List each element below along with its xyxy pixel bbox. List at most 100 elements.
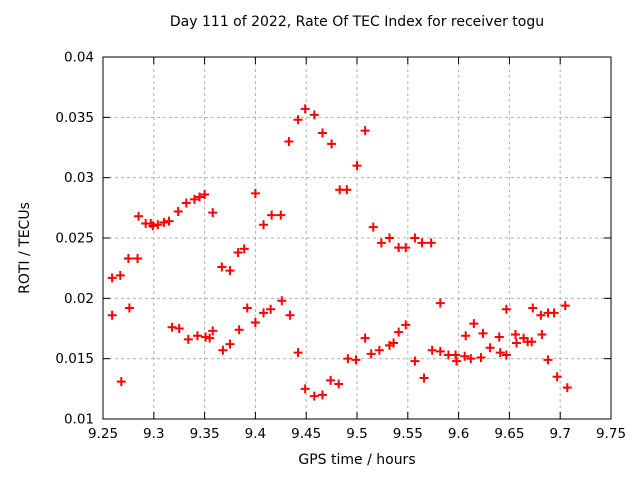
data-point [394, 327, 404, 337]
data-point [266, 304, 276, 314]
y-tick-label: 0.01 [64, 412, 94, 428]
data-point [327, 139, 337, 149]
x-tick-label: 9.25 [88, 426, 118, 442]
y-tick-label: 0.04 [64, 50, 94, 66]
data-point [501, 304, 511, 314]
data-point [536, 310, 546, 320]
data-point [537, 330, 547, 340]
data-point [183, 334, 193, 344]
x-tick-label: 9.35 [190, 426, 220, 442]
data-point [309, 391, 319, 401]
data-point [225, 339, 235, 349]
data-point [485, 343, 495, 353]
data-point [267, 210, 277, 220]
chart-title: Day 111 of 2022, Rate Of TEC Index for r… [169, 14, 545, 30]
data-point [512, 338, 522, 348]
data-point [234, 325, 244, 335]
data-point [107, 310, 117, 320]
data-point [494, 332, 504, 342]
data-point [552, 372, 562, 382]
data-point [435, 346, 445, 356]
x-tick-label: 9.55 [393, 426, 423, 442]
data-point [510, 330, 520, 340]
data-point [560, 301, 570, 311]
data-point [401, 320, 411, 330]
data-point [134, 211, 144, 221]
data-point [174, 324, 184, 333]
data-point [478, 328, 488, 338]
data-point [426, 238, 436, 248]
data-point [461, 331, 471, 341]
data-point [250, 317, 260, 327]
data-point [451, 350, 461, 360]
x-tick-label: 9.6 [448, 426, 469, 442]
data-point [133, 254, 143, 264]
data-point [528, 303, 538, 313]
data-point [148, 221, 158, 231]
x-tick-label: 9.45 [291, 426, 321, 442]
data-point [342, 185, 352, 195]
data-point [250, 188, 260, 198]
data-point [116, 377, 126, 387]
data-point [189, 194, 199, 204]
data-point [376, 238, 386, 248]
data-point [159, 217, 169, 227]
data-point [419, 373, 429, 383]
data-point [124, 303, 134, 313]
data-point [317, 390, 327, 400]
data-point [360, 126, 370, 136]
data-point [293, 115, 303, 125]
data-point [153, 220, 163, 230]
data-point [343, 354, 353, 364]
data-point [192, 331, 202, 341]
data-point [285, 310, 295, 320]
data-point [389, 338, 399, 348]
data-point [300, 104, 310, 114]
data-point [200, 190, 210, 200]
data-point [259, 220, 269, 230]
data-point [123, 254, 133, 264]
data-point [242, 303, 252, 313]
data-point [259, 308, 269, 318]
data-point [208, 208, 218, 218]
data-point [195, 192, 205, 202]
data-point [317, 128, 327, 138]
data-point [368, 222, 378, 232]
data-point [115, 270, 125, 280]
data-point [173, 206, 183, 216]
y-tick-label: 0.015 [55, 351, 94, 367]
data-point [410, 356, 420, 366]
data-point [284, 136, 294, 146]
data-point [164, 216, 174, 226]
data-point [351, 355, 361, 365]
data-point [495, 348, 505, 358]
data-point [352, 161, 362, 171]
data-point [225, 266, 235, 276]
data-point [107, 273, 117, 283]
data-point [427, 345, 437, 355]
y-tick-label: 0.025 [55, 231, 94, 247]
data-point [239, 244, 249, 254]
data-point [452, 356, 462, 366]
data-point [410, 233, 420, 243]
data-point [435, 298, 445, 308]
data-point [208, 326, 218, 336]
data-point [201, 332, 211, 342]
x-tick-label: 9.5 [346, 426, 367, 442]
data-point [293, 348, 303, 358]
data-point [309, 110, 319, 120]
data-point [401, 243, 411, 253]
x-tick-label: 9.3 [143, 426, 164, 442]
data-point [366, 349, 376, 359]
data-point [217, 262, 227, 272]
data-point [466, 354, 476, 364]
data-point [562, 383, 572, 393]
plot-border [102, 56, 612, 420]
y-tick-label: 0.035 [55, 110, 94, 126]
data-point [334, 379, 344, 389]
data-point [476, 352, 486, 362]
data-point [460, 351, 470, 361]
data-point [501, 350, 511, 360]
data-point [277, 296, 287, 306]
